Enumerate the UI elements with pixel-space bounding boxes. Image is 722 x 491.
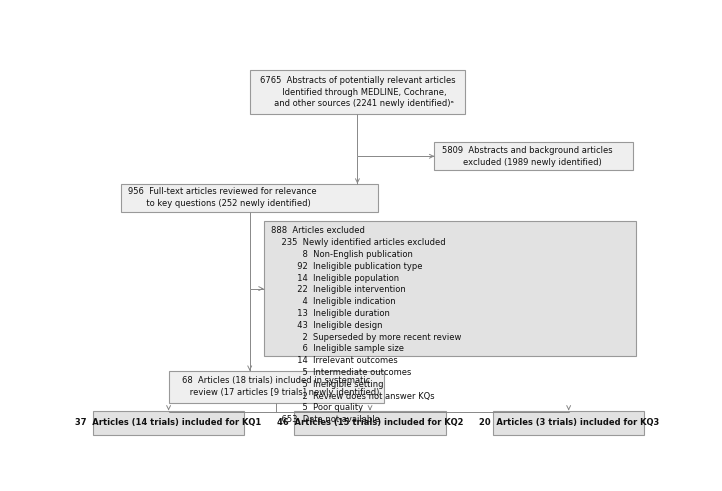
Text: 68  Articles (18 trials) included in systematic
      review (17 articles [9 tri: 68 Articles (18 trials) included in syst… (173, 377, 379, 397)
Bar (493, 410, 644, 435)
Text: 6765  Abstracts of potentially relevant articles
     Identified through MEDLINE: 6765 Abstracts of potentially relevant a… (260, 76, 456, 109)
Bar (93, 410, 244, 435)
Text: 888  Articles excluded
    235  Newly identified articles excluded
            8: 888 Articles excluded 235 Newly identifi… (271, 226, 461, 424)
Bar (435, 142, 633, 170)
Bar (121, 184, 378, 212)
Bar (264, 221, 636, 355)
Bar (250, 70, 465, 114)
Bar (295, 410, 445, 435)
Text: 5809  Abstracts and background articles
        excluded (1989 newly identified): 5809 Abstracts and background articles e… (442, 146, 612, 166)
Text: 46  Articles (15 trials) included for KQ2: 46 Articles (15 trials) included for KQ2 (277, 418, 464, 427)
Bar (169, 371, 384, 403)
Text: 37  Articles (14 trials) included for KQ1: 37 Articles (14 trials) included for KQ1 (76, 418, 261, 427)
Text: 956  Full-text articles reviewed for relevance
       to key questions (252 newl: 956 Full-text articles reviewed for rele… (129, 188, 317, 208)
Text: 20  Articles (3 trials) included for KQ3: 20 Articles (3 trials) included for KQ3 (479, 418, 658, 427)
